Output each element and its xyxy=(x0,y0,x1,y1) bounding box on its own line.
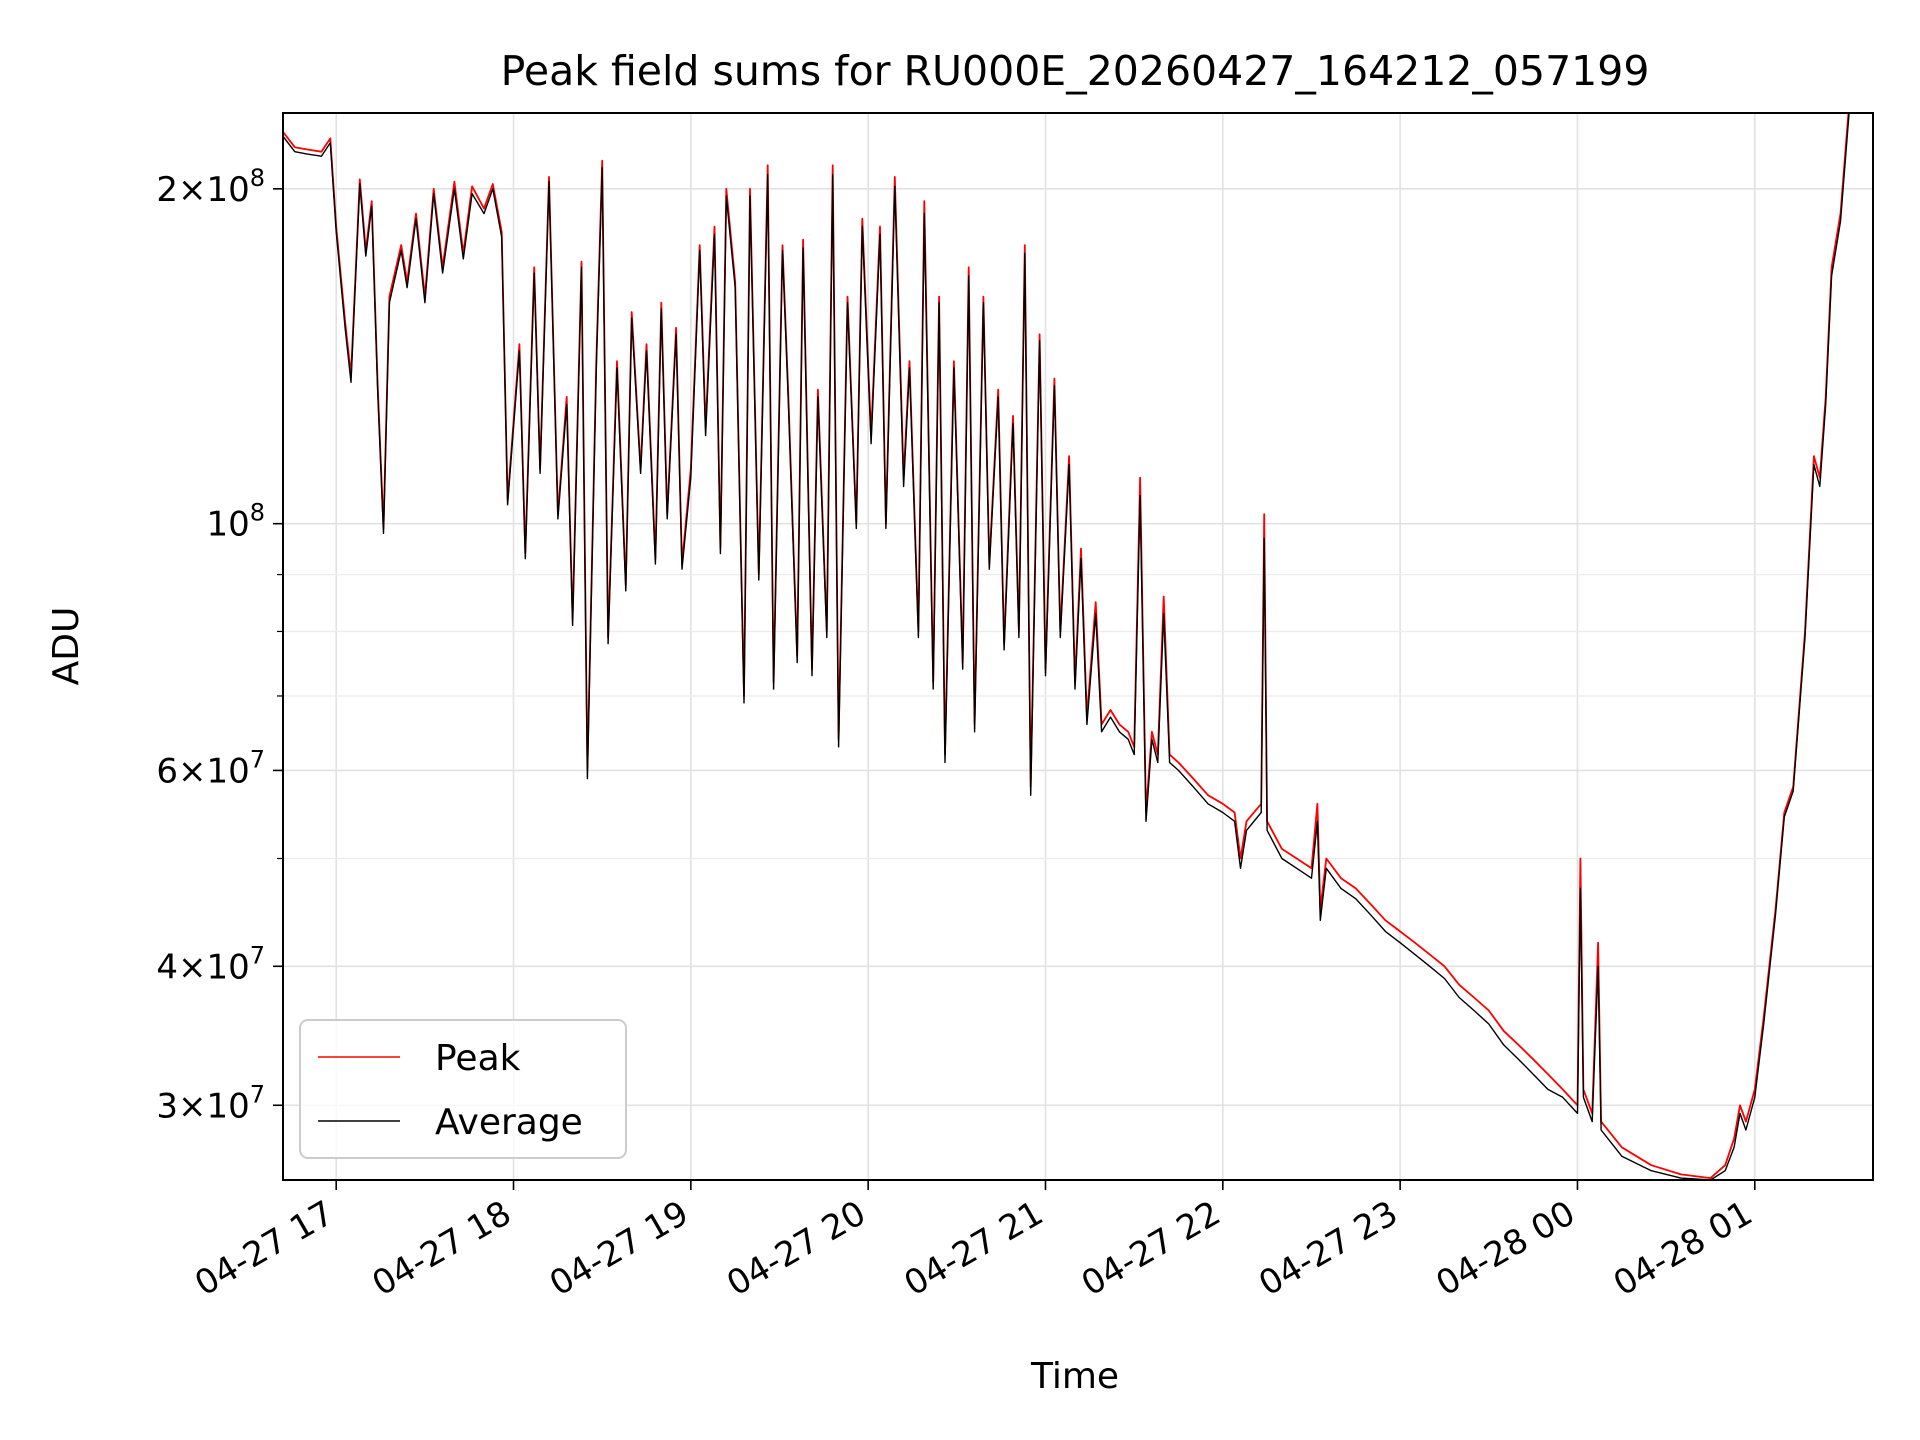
y-axis-label: ADU xyxy=(46,607,87,686)
y-tick-label: 108 xyxy=(206,499,265,545)
legend-label-average: Average xyxy=(435,1102,583,1143)
x-axis-label: Time xyxy=(1030,1356,1119,1397)
series-lines xyxy=(283,113,1850,1180)
y-tick-label: 2×108 xyxy=(156,164,265,210)
y-axis: 2×108 108 6×107 4×107 3×107 xyxy=(156,164,283,1126)
series-line-average xyxy=(283,113,1850,1180)
chart-title: Peak field sums for RU000E_20260427_1642… xyxy=(501,47,1650,95)
y-tick-label: 4×107 xyxy=(156,941,265,987)
legend: Peak Average xyxy=(299,1019,627,1159)
plot-frame xyxy=(282,112,1874,1181)
y-tick-label: 3×107 xyxy=(156,1080,265,1126)
series-line-peak xyxy=(283,113,1850,1179)
grid xyxy=(283,113,1873,1180)
plot-area xyxy=(283,113,1873,1180)
y-tick-label: 6×107 xyxy=(156,745,265,791)
legend-label-peak: Peak xyxy=(435,1038,521,1079)
legend-box xyxy=(299,1019,627,1159)
